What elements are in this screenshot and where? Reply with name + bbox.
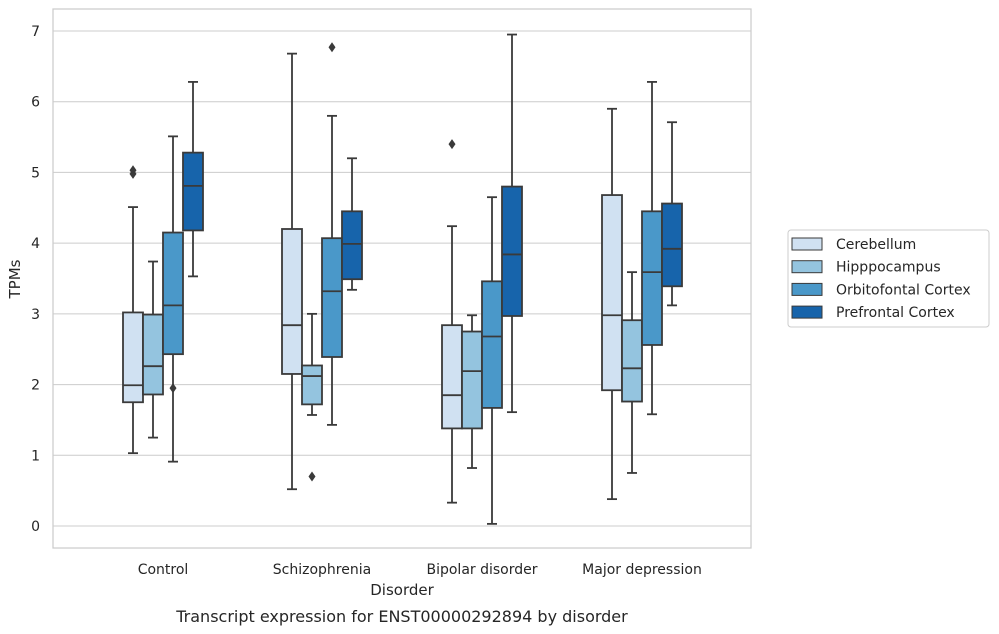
box-body — [142, 313, 164, 396]
legend-label: Prefrontal Cortex — [836, 305, 955, 321]
box-3-4 — [641, 81, 663, 416]
plot-frame — [52, 8, 752, 549]
box-body — [461, 330, 483, 430]
legend-swatch — [791, 305, 823, 319]
box-body — [281, 228, 303, 375]
legend-swatch — [791, 237, 823, 251]
box-body — [341, 210, 363, 281]
box-1-1 — [122, 165, 144, 455]
box-body — [441, 324, 463, 430]
x-axis-label: Disorder — [370, 581, 434, 599]
y-tick-labels: 0 1 2 3 4 5 6 7 — [31, 24, 40, 535]
legend-swatch — [791, 282, 823, 296]
y-tick-label: 6 — [31, 95, 40, 111]
x-tick-label: Schizophrenia — [273, 562, 371, 578]
box-body — [601, 194, 623, 392]
x-tick-label: Bipolar disorder — [426, 562, 537, 578]
legend-frame — [787, 229, 990, 328]
legend-label: Orbitofontal Cortex — [836, 282, 971, 298]
box-body — [122, 311, 144, 404]
box-body — [661, 202, 683, 288]
x-tick-labels: Control Schizophrenia Bipolar disorder Majo… — [138, 562, 702, 578]
chart-caption: Transcript expression for ENST0000029289… — [175, 607, 628, 626]
box-body — [301, 364, 323, 406]
box-1-2 — [281, 52, 303, 491]
box-4-3 — [501, 33, 523, 414]
y-tick-label: 7 — [31, 24, 40, 40]
y-tick-label: 5 — [31, 165, 40, 181]
legend-label: Hipppocampus — [836, 260, 941, 276]
box-groups — [122, 33, 683, 525]
legend: Cerebellum Hipppocampus Orbitofontal Corte… — [787, 229, 990, 328]
box-body — [641, 210, 663, 346]
legend-swatch — [791, 260, 823, 274]
box-body — [621, 319, 643, 403]
y-tick-label: 0 — [31, 519, 40, 535]
box-3-2 — [321, 42, 343, 426]
box-2-2 — [301, 312, 323, 482]
x-tick-label: Major depression — [582, 562, 702, 578]
box-body — [182, 151, 204, 232]
box-body — [501, 185, 523, 317]
box-1-3 — [441, 139, 463, 504]
box-2-3 — [461, 314, 483, 469]
y-axis-label: TPMs — [6, 259, 24, 299]
box-3-1 — [162, 135, 184, 463]
box-4-1 — [182, 81, 204, 278]
box-2-4 — [621, 271, 643, 474]
outlier-point — [328, 42, 336, 53]
box-body — [162, 231, 184, 356]
box-2-1 — [142, 260, 164, 439]
box-body — [321, 237, 343, 358]
outlier-point — [169, 383, 177, 394]
box-4-2 — [341, 157, 363, 291]
box-body — [481, 280, 503, 409]
y-tick-label: 1 — [31, 448, 40, 464]
y-tick-label: 4 — [31, 236, 40, 252]
outlier-point — [448, 139, 456, 150]
box-1-4 — [601, 107, 623, 501]
box-4-4 — [661, 121, 683, 307]
outlier-point — [129, 165, 137, 176]
legend-label: Cerebellum — [836, 237, 916, 253]
y-tick-label: 3 — [31, 307, 40, 323]
y-tick-label: 2 — [31, 378, 40, 394]
x-tick-label: Control — [138, 562, 189, 578]
outlier-point — [308, 471, 316, 482]
box-3-3 — [481, 196, 503, 525]
plot-border — [52, 8, 752, 549]
